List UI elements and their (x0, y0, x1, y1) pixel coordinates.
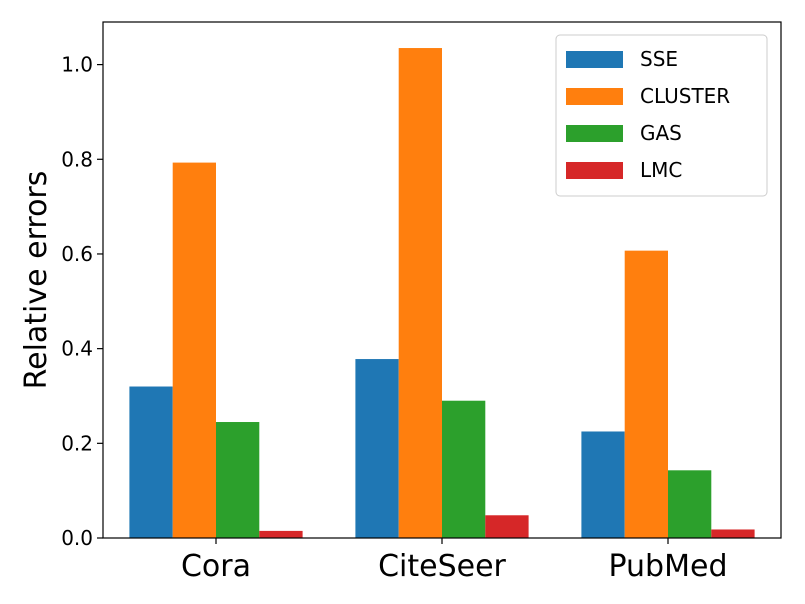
y-tick-label: 0.0 (61, 526, 93, 550)
legend-label-cluster: CLUSTER (640, 84, 730, 108)
bar-sse-pubmed (581, 431, 625, 538)
legend-label-sse: SSE (640, 47, 678, 71)
bar-cluster-cora (172, 162, 216, 539)
y-tick-label: 0.2 (61, 431, 93, 455)
x-axis-ticks: Cora CiteSeer PubMed (181, 538, 728, 584)
legend: SSE CLUSTER GAS LMC (555, 34, 768, 197)
legend-label-lmc: LMC (640, 158, 682, 182)
bar-cluster-pubmed (624, 250, 668, 538)
y-axis-title: Relative errors (19, 171, 54, 390)
x-tick-label-citeseer: CiteSeer (378, 549, 506, 584)
bar-gas-citeseer (442, 400, 486, 538)
y-tick-label: 0.6 (61, 242, 93, 266)
bar-gas-pubmed (668, 470, 712, 538)
bar-sse-cora (129, 386, 173, 538)
y-tick-label: 0.8 (61, 147, 93, 171)
bar-cluster-citeseer (398, 48, 442, 539)
legend-swatch-cluster (566, 88, 623, 105)
legend-swatch-gas (566, 125, 623, 142)
y-tick-label: 0.4 (61, 337, 93, 361)
bar-lmc-pubmed (711, 529, 755, 538)
bars-group (129, 48, 755, 539)
legend-swatch-sse (566, 51, 623, 68)
bar-lmc-cora (259, 530, 303, 538)
legend-swatch-lmc (566, 162, 623, 179)
bar-lmc-citeseer (485, 515, 529, 538)
y-axis-ticks: 0.0 0.2 0.4 0.6 0.8 1.0 (61, 53, 103, 550)
x-tick-label-cora: Cora (181, 549, 251, 584)
bar-sse-citeseer (355, 359, 399, 538)
plot-frame (102, 21, 782, 539)
legend-label-gas: GAS (640, 121, 682, 145)
x-tick-label-pubmed: PubMed (608, 549, 727, 584)
y-tick-label: 1.0 (61, 53, 93, 77)
bar-gas-cora (216, 422, 260, 538)
legend-box (555, 34, 768, 197)
